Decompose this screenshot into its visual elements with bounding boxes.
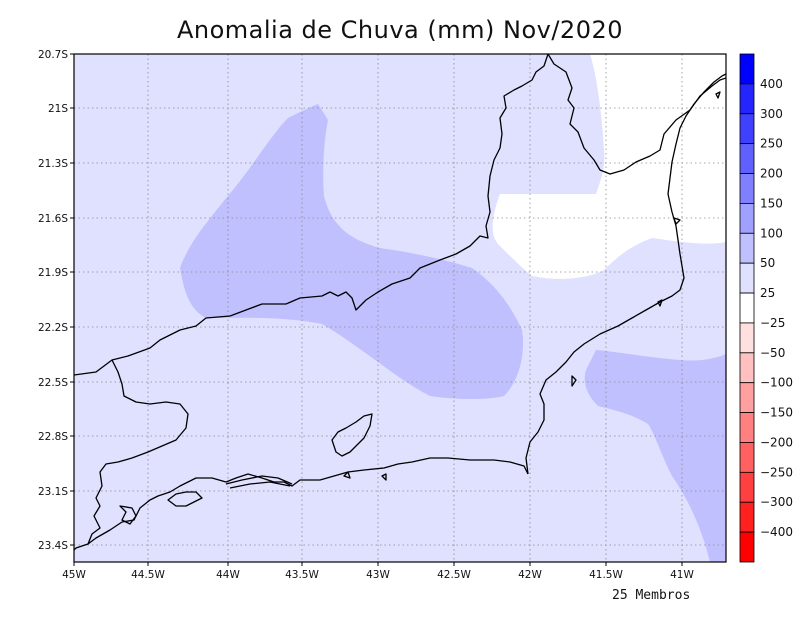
lon-tick-label: 44W [216,569,240,581]
legend-label: 25 [760,286,775,300]
lon-tick-label: 42W [518,569,542,581]
anomaly-band-50-100-northwest [180,104,524,399]
latitude-labels: 20.7S 21S 21.3S 21.6S 21.9S 22.2S 22.5S … [38,49,68,552]
state-border-north [74,54,549,376]
coastline-and-borders [74,54,726,551]
legend-swatch [739,232,755,264]
lat-tick-label: 21.9S [38,267,68,279]
lon-tick-label: 43.5W [285,569,319,581]
anomaly-band-50-100-southeast [584,350,726,562]
sepetiba-sandbar [225,475,293,489]
legend-swatch [739,113,755,145]
legend-swatch [739,83,755,115]
longitude-labels: 45W 44.5W 44W 43.5W 43W 42.5W 42W 41.5W … [62,569,694,581]
legend-label: 100 [760,226,783,240]
legend-label: −150 [760,406,793,420]
tick-marks [70,53,683,566]
legend-label: −400 [760,525,793,539]
ensemble-members-note: 25 Membros [612,588,691,603]
lon-tick-label: 44.5W [131,569,165,581]
legend-swatch [739,292,755,324]
lat-tick-label: 23.4S [38,540,68,552]
legend-swatch [739,143,755,174]
legend-label: −25 [760,316,785,330]
legend-swatch [739,173,755,204]
legend-swatch [739,531,755,563]
eastern-coast [525,73,726,475]
legend-label: −300 [760,495,793,509]
legend-label: 250 [760,137,783,151]
plot-frame [73,53,727,563]
ilha-grande [167,491,203,507]
legend-swatch [739,262,755,294]
color-legend: 400 300 250 200 150 100 50 25 −25 −50 −100 −150 −200… [739,53,793,563]
legend-label: 400 [760,77,783,91]
grid-lines [74,54,726,562]
southern-coast [87,457,529,545]
lon-tick-label: 42.5W [437,569,471,581]
legend-swatch [739,53,755,85]
map-title: Anomalia de Chuva (mm) Nov/2020 [176,16,624,44]
legend-swatch [739,203,755,234]
legend-label: −50 [760,346,785,360]
lat-tick-label: 20.7S [38,49,68,61]
lon-tick-label: 41W [670,569,694,581]
lat-tick-label: 21.6S [38,213,68,225]
lat-tick-label: 21.3S [38,158,68,170]
legend-swatch [739,382,755,413]
legend-label: 50 [760,256,775,270]
lon-tick-label: 45W [62,569,86,581]
legend-swatch [739,412,755,443]
lat-tick-label: 22.2S [38,322,68,334]
legend-swatch [739,501,755,533]
legend-label: 300 [760,107,783,121]
legend-label: −100 [760,376,793,390]
guanabara-bay [331,413,373,457]
legend-swatch [739,352,755,384]
small-islands [119,91,721,525]
legend-swatch [739,471,755,503]
anomaly-field [74,54,726,562]
legend-label: −200 [760,435,793,449]
legend-label: 150 [760,196,783,210]
legend-swatch [739,322,755,354]
lat-tick-label: 21S [48,103,68,115]
legend-swatch [739,442,755,473]
lon-tick-label: 43W [366,569,390,581]
lon-tick-label: 41.5W [589,569,623,581]
lat-tick-label: 22.8S [38,431,68,443]
lat-tick-label: 23.1S [38,486,68,498]
lat-tick-label: 22.5S [38,377,68,389]
legend-label: 200 [760,167,783,181]
state-border-west [74,359,189,551]
legend-label: −250 [760,465,793,479]
